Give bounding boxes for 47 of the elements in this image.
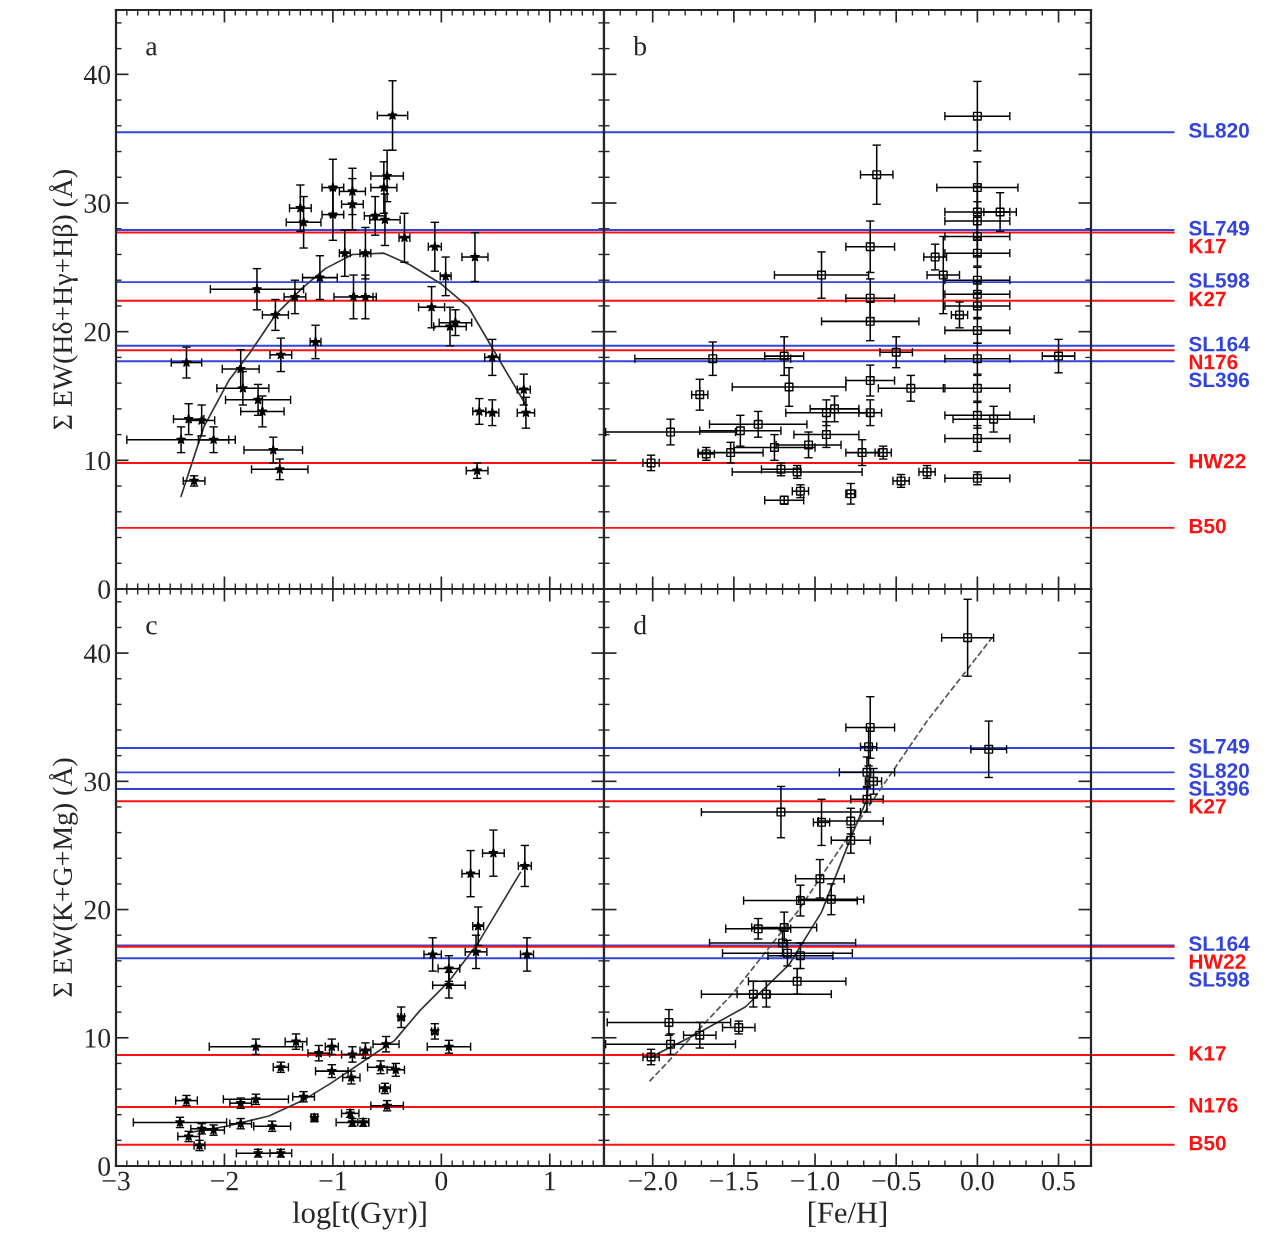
- ref-line-label: N176: [1189, 354, 1238, 370]
- x-tick-label: 1: [545, 1171, 556, 1191]
- y-tick-label: 30: [84, 194, 111, 213]
- x-tick-label: −1: [319, 1171, 346, 1191]
- ref-line-label: K17: [1189, 239, 1226, 254]
- x-tick-label: 0.5: [1042, 1171, 1075, 1191]
- annotation: b: [633, 36, 647, 56]
- ref-line-label: SL396: [1189, 372, 1250, 388]
- x-tick-label: 0: [435, 1171, 448, 1191]
- ref-line-label: SL164: [1189, 936, 1250, 952]
- ref-line-label: HW22: [1189, 453, 1246, 469]
- ref-line-label: B50: [1189, 1135, 1226, 1151]
- x-tick-label: −2.0: [628, 1171, 677, 1191]
- y-axis-title: Σ EW(K+G+Mg) (Å): [48, 758, 78, 997]
- y-tick-label: 0: [98, 580, 111, 599]
- ref-line-label: SL749: [1189, 220, 1250, 236]
- ref-line-label: SL396: [1189, 781, 1250, 796]
- ref-line-label: SL164: [1189, 336, 1250, 352]
- x-tick-label: −0.5: [872, 1171, 921, 1191]
- ref-line-label: SL749: [1189, 738, 1250, 754]
- x-axis-title: [Fe/H]: [809, 1201, 886, 1227]
- x-tick-label: −1.0: [791, 1171, 840, 1191]
- y-axis-title: Σ EW(Hδ+Hγ+Hβ) (Å): [49, 170, 78, 430]
- x-tick-label: −1.5: [710, 1171, 758, 1191]
- ref-line-label: SL820: [1189, 123, 1249, 138]
- ref-line-label: K17: [1189, 1046, 1226, 1061]
- ref-line-label: SL598: [1189, 972, 1250, 987]
- ref-line-label: K27: [1189, 798, 1226, 814]
- annotation: c: [146, 621, 157, 635]
- annotation: a: [146, 42, 158, 56]
- ref-line-label: SL820: [1189, 763, 1249, 778]
- x-axis-title: log[t(Gyr)]: [292, 1201, 426, 1230]
- y-tick-label: 30: [84, 772, 111, 792]
- x-tick-label: 0.0: [961, 1171, 994, 1191]
- ref-line-label: N176: [1189, 1097, 1238, 1113]
- y-tick-label: 20: [84, 322, 111, 342]
- ref-line-label: SL598: [1189, 272, 1250, 288]
- y-tick-label: 40: [83, 65, 111, 85]
- y-tick-label: 10: [85, 1028, 111, 1048]
- annotation: d: [634, 614, 647, 635]
- y-tick-label: 10: [85, 451, 111, 471]
- ref-line-label: B50: [1189, 518, 1226, 534]
- x-tick-label: −2: [211, 1171, 238, 1191]
- ref-line-label: HW22: [1189, 954, 1246, 969]
- y-tick-label: 40: [83, 644, 111, 664]
- y-tick-label: 20: [84, 900, 111, 920]
- ref-line-label: K27: [1189, 291, 1226, 307]
